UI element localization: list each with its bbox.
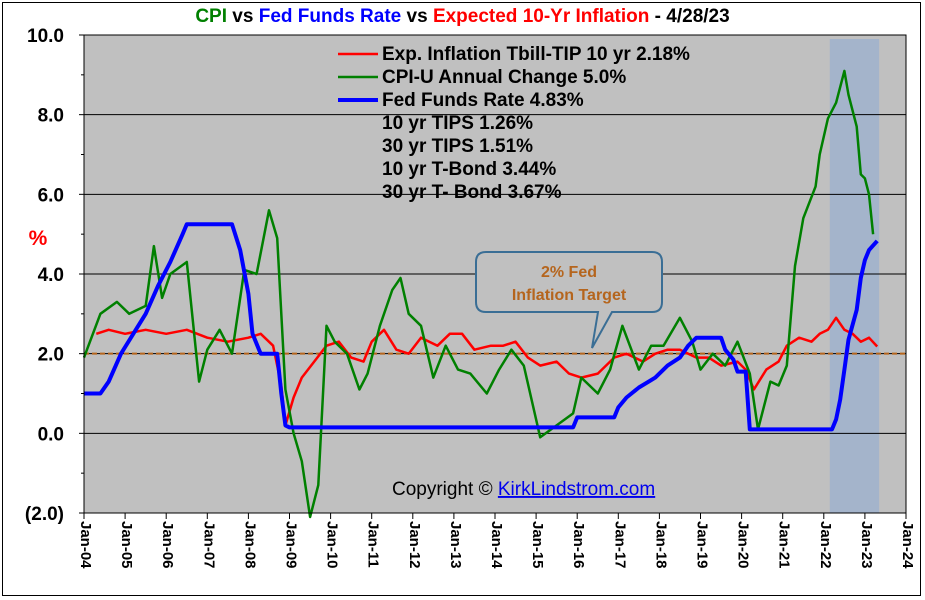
title-cpi: CPI — [195, 6, 228, 27]
axes — [79, 34, 907, 519]
legend-extra-0: 10 yr TIPS 1.26% — [382, 113, 533, 134]
copyright-link[interactable]: KirkLindstrom.com — [498, 479, 655, 500]
x-tick-label-19: Jan-23 — [858, 521, 875, 569]
title-date: - 4/28/23 — [649, 6, 730, 27]
x-tick-label-16: Jan-20 — [735, 521, 752, 569]
y-tick-label-6: (2.0) — [25, 504, 64, 525]
x-tick-label-15: Jan-19 — [694, 521, 711, 569]
x-tick-label-6: Jan-10 — [324, 521, 341, 569]
x-tick-label-12: Jan-16 — [570, 521, 587, 569]
legend-label-1: CPI-U Annual Change 5.0% — [382, 67, 626, 88]
copyright: Copyright © KirkLindstrom.com — [392, 479, 655, 500]
x-tick-label-10: Jan-14 — [488, 521, 505, 569]
title-vs-2: vs — [401, 6, 433, 27]
callout-line-1: 2% Fed — [541, 264, 597, 281]
target-callout: 2% Fed Inflation Target — [475, 251, 663, 349]
legend-extra-2: 10 yr T-Bond 3.44% — [382, 159, 556, 180]
x-tick-label-18: Jan-22 — [817, 521, 834, 569]
title-vs-1: vs — [227, 6, 259, 27]
y-tick-label-3: 4.0 — [38, 265, 64, 286]
title-expected-inflation: Expected 10-Yr Inflation — [432, 6, 650, 27]
y-tick-label-1: 8.0 — [38, 106, 64, 127]
x-tick-label-14: Jan-18 — [652, 521, 669, 569]
legend-extra-3: 30 yr T- Bond 3.67% — [382, 182, 562, 203]
legend-label-2: Fed Funds Rate 4.83% — [382, 90, 584, 111]
callout-line-2: Inflation Target — [512, 287, 627, 304]
x-tick-label-2: Jan-06 — [159, 521, 176, 569]
shaded-region-layer — [829, 39, 880, 513]
legend-label-0: Exp. Inflation Tbill-TIP 10 yr 2.18% — [382, 44, 690, 65]
x-tick-label-11: Jan-15 — [529, 521, 546, 569]
callout-bubble — [475, 251, 663, 349]
x-tick-label-7: Jan-11 — [365, 521, 382, 568]
legend-extra-1: 30 yr TIPS 1.51% — [382, 136, 533, 157]
legend: Exp. Inflation Tbill-TIP 10 yr 2.18%CPI-… — [338, 44, 690, 203]
series-line-2 — [84, 222, 879, 432]
gridlines — [84, 114, 906, 434]
y-tick-label-0: 10.0 — [27, 26, 64, 47]
x-tick-label-13: Jan-17 — [611, 521, 628, 569]
x-tick-label-3: Jan-07 — [200, 521, 217, 569]
y-tick-label-2: 6.0 — [38, 185, 64, 206]
x-tick-label-20: Jan-24 — [899, 521, 916, 569]
y-tick-label-4: 2.0 — [38, 345, 64, 366]
y-axis-label: % — [29, 227, 48, 250]
series-layer — [82, 69, 879, 519]
title-fed-funds: Fed Funds Rate — [258, 6, 402, 27]
shaded-region — [829, 39, 880, 513]
x-tick-label-17: Jan-21 — [776, 521, 793, 569]
x-tick-labels: Jan-04 Jan-05 Jan-06 Jan-07 Jan-08 Jan-09 Jan-… — [77, 521, 916, 569]
series-line-1 — [82, 69, 875, 519]
copyright-prefix: Copyright © — [392, 479, 498, 500]
x-tick-label-4: Jan-08 — [241, 521, 258, 569]
x-tick-label-0: Jan-04 — [77, 521, 94, 569]
x-tick-label-5: Jan-09 — [283, 521, 300, 569]
x-tick-label-9: Jan-13 — [447, 521, 464, 569]
x-tick-label-1: Jan-05 — [118, 521, 135, 569]
chart-title: CPI vs Fed Funds Rate vs Expected 10-Yr … — [0, 6, 925, 28]
x-tick-label-8: Jan-12 — [406, 521, 423, 569]
y-tick-labels: 10.0 8.0 6.0 4.0 2.0 0.0 (2.0) — [25, 26, 64, 525]
y-tick-label-5: 0.0 — [38, 424, 64, 445]
